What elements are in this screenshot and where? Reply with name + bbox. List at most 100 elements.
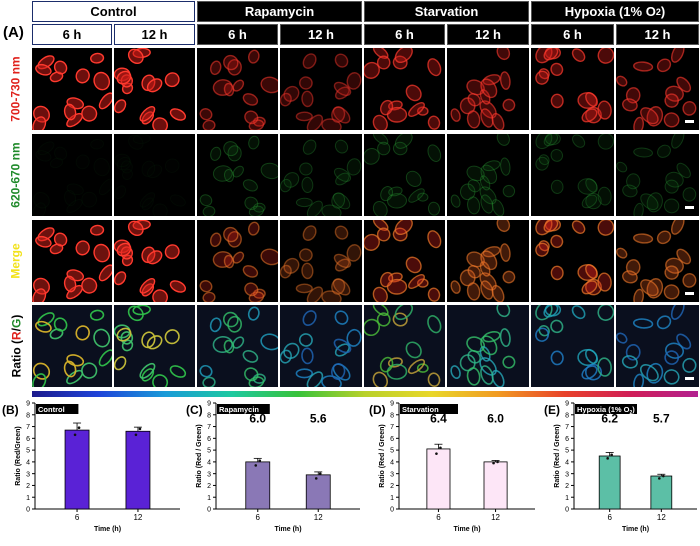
fold-change-annotation: 6.4 xyxy=(430,411,447,425)
cell-shape xyxy=(98,349,112,367)
cell-shape xyxy=(581,365,598,380)
micrograph-cells xyxy=(199,306,278,387)
cell-shape xyxy=(459,183,476,201)
cell-shape xyxy=(656,315,672,330)
cell-shape xyxy=(373,134,389,145)
cell-shape xyxy=(480,194,494,214)
cell-shape xyxy=(640,193,659,211)
micrograph-cells xyxy=(32,224,112,302)
cell-shape xyxy=(379,356,394,373)
cell-shape xyxy=(202,291,216,302)
cell-shape xyxy=(646,278,664,299)
y-tick-label: 1 xyxy=(207,495,211,502)
y-tick-label: 7 xyxy=(26,424,30,431)
cell-shape xyxy=(427,115,441,130)
micrograph-cells xyxy=(32,309,112,387)
cell-shape xyxy=(333,338,352,354)
x-axis-label: Time (h) xyxy=(453,526,480,533)
cell-shape xyxy=(450,194,461,208)
cell-shape xyxy=(116,327,132,342)
cell-shape xyxy=(81,362,98,379)
cell-shape xyxy=(81,105,98,122)
micrograph-r4-c3 xyxy=(197,305,278,387)
cell-shape xyxy=(301,347,314,365)
cell-shape xyxy=(597,48,614,64)
cell-shape xyxy=(665,257,684,274)
x-tick-label: 6 xyxy=(256,513,261,522)
cell-shape xyxy=(280,178,292,193)
cell-shape xyxy=(116,156,132,171)
cell-shape xyxy=(550,62,564,77)
micrograph-cells xyxy=(199,49,278,130)
cell-shape xyxy=(657,144,671,158)
cell-shape xyxy=(585,278,602,296)
cell-shape xyxy=(227,145,242,162)
cell-shape xyxy=(491,112,505,130)
charts-area: (B) 0 1 2 3 4 5 6 7 8 9 Ratio (Red/Green) Control 6 12… xyxy=(0,398,700,541)
ratio-g: G xyxy=(9,318,24,328)
x-tick-label: 6 xyxy=(75,513,80,522)
cell-shape xyxy=(152,289,168,302)
data-point xyxy=(606,457,609,460)
y-tick-label: 8 xyxy=(207,412,211,419)
cell-shape xyxy=(75,68,90,84)
cell-shape xyxy=(466,336,485,353)
cell-shape xyxy=(141,197,154,211)
micrograph-r1-c5 xyxy=(364,48,445,130)
micrograph-r2-c5 xyxy=(364,134,445,216)
cell-shape xyxy=(247,221,260,236)
cell-shape xyxy=(331,363,346,380)
cell-shape xyxy=(139,106,156,122)
cell-shape xyxy=(223,226,239,243)
y-tick-label: 9 xyxy=(565,401,569,408)
row-label-merge: Merge xyxy=(6,220,26,302)
cell-shape xyxy=(244,282,259,297)
cell-shape xyxy=(632,318,654,329)
chart-title-box xyxy=(217,404,270,414)
data-point xyxy=(77,426,81,430)
cell-shape xyxy=(93,158,110,177)
micrograph-cells xyxy=(616,134,697,216)
cell-shape xyxy=(132,305,151,316)
cell-shape xyxy=(639,364,659,382)
cell-shape xyxy=(417,278,429,288)
cell-shape xyxy=(244,110,259,125)
cell-shape xyxy=(33,191,50,209)
cell-shape xyxy=(306,200,323,216)
cell-shape xyxy=(346,328,362,347)
ratio-suffix: ) xyxy=(9,314,24,319)
data-point xyxy=(496,460,499,464)
cell-shape xyxy=(164,158,180,173)
cell-shape xyxy=(90,52,105,64)
y-tick-label: 5 xyxy=(26,448,30,455)
micrograph-cells xyxy=(32,52,112,130)
cell-shape xyxy=(372,371,389,387)
cell-shape xyxy=(407,358,426,375)
cell-shape xyxy=(480,335,498,356)
hypoxia-header-text: Hypoxia (1% O xyxy=(564,4,656,19)
micrograph-cells xyxy=(364,134,442,216)
cell-shape xyxy=(671,134,685,149)
time-header-7: 6 h xyxy=(531,24,614,45)
cell-shape xyxy=(386,278,408,295)
cell-shape xyxy=(550,350,564,366)
cell-shape xyxy=(597,357,612,377)
micrograph-cells xyxy=(616,220,697,302)
y-tick-label: 1 xyxy=(26,495,30,502)
cell-shape xyxy=(665,171,684,188)
y-tick-label: 6 xyxy=(565,436,569,443)
time-header-4: 12 h xyxy=(280,24,362,45)
cell-shape xyxy=(247,49,260,64)
cell-shape xyxy=(169,280,187,293)
cell-shape xyxy=(466,110,481,129)
row-label-red: 700-730 nm xyxy=(6,48,26,130)
x-axis-label: Time (h) xyxy=(94,526,121,533)
fold-change-annotation: 6.0 xyxy=(249,411,266,425)
cell-shape xyxy=(93,243,111,263)
micrograph-cells xyxy=(450,220,516,302)
cell-shape xyxy=(283,172,300,188)
y-tick-label: 0 xyxy=(390,507,394,514)
cell-shape xyxy=(164,244,180,260)
cell-shape xyxy=(543,48,559,61)
cell-shape xyxy=(427,315,442,334)
